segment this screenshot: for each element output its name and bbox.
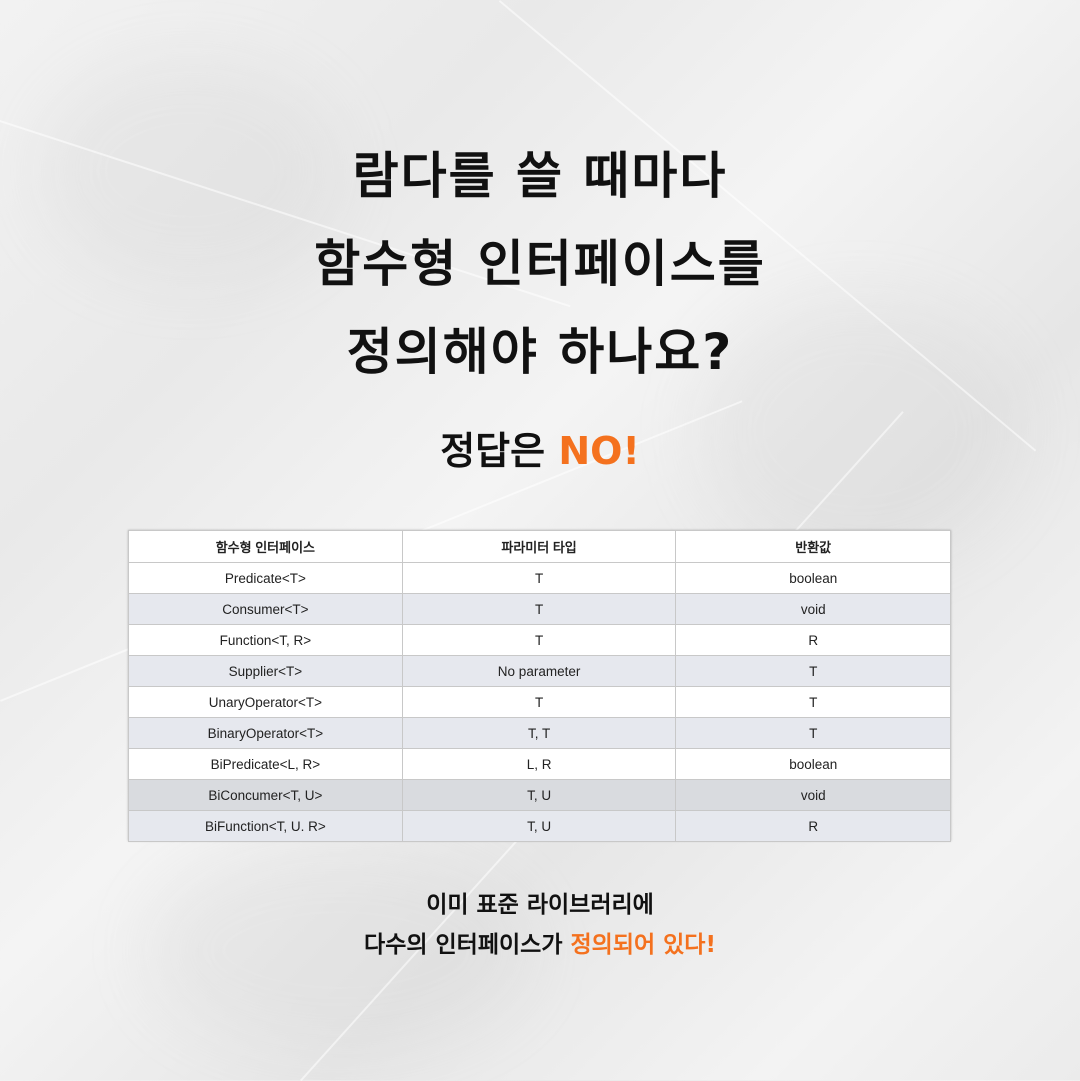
functional-interface-table: 함수형 인터페이스 파라미터 타입 반환값 Predicate<T> T boo…: [128, 530, 951, 842]
bottom-caption: 이미 표준 라이브러리에 다수의 인터페이스가 정의되어 있다!: [0, 885, 1080, 965]
cell-parameter: T: [401, 686, 677, 718]
bottom-line-2-highlight: 정의되어 있다!: [570, 932, 716, 958]
cell-interface: BinaryOperator<T>: [128, 717, 403, 749]
cell-parameter: T, U: [401, 779, 677, 811]
cell-parameter: T: [401, 624, 677, 656]
cell-interface: Supplier<T>: [128, 655, 403, 687]
table-row: Consumer<T> T void: [128, 593, 951, 625]
header-interface: 함수형 인터페이스: [128, 530, 403, 563]
title-line-3: 정의해야 하나요?: [346, 323, 734, 381]
cell-return: R: [675, 810, 951, 842]
cell-interface: Consumer<T>: [128, 593, 403, 625]
cell-parameter: T: [401, 593, 677, 625]
table-header-row: 함수형 인터페이스 파라미터 타입 반환값: [128, 530, 951, 563]
interface-table: 함수형 인터페이스 파라미터 타입 반환값 Predicate<T> T boo…: [128, 530, 951, 842]
cell-return: void: [675, 593, 951, 625]
cell-parameter: T, U: [401, 810, 677, 842]
cell-return: boolean: [675, 562, 951, 594]
cell-parameter: No parameter: [401, 655, 677, 687]
title-line-2: 함수형 인터페이스를: [314, 235, 766, 293]
cell-return: T: [675, 717, 951, 749]
table-row: BiPredicate<L, R> L, R boolean: [128, 748, 951, 780]
title-line-1: 람다를 쓸 때마다: [352, 147, 728, 205]
cell-parameter: T, T: [401, 717, 677, 749]
cell-interface: Function<T, R>: [128, 624, 403, 656]
table-row: Function<T, R> T R: [128, 624, 951, 656]
page-title: 람다를 쓸 때마다 함수형 인터페이스를 정의해야 하나요?: [0, 132, 1080, 396]
cell-interface: BiPredicate<L, R>: [128, 748, 403, 780]
bottom-line-2-prefix: 다수의 인터페이스가: [364, 932, 571, 958]
header-return-value: 반환값: [675, 530, 951, 563]
cell-return: T: [675, 686, 951, 718]
answer-highlight: NO!: [558, 429, 640, 473]
table-row: UnaryOperator<T> T T: [128, 686, 951, 718]
bottom-line-2: 다수의 인터페이스가 정의되어 있다!: [0, 925, 1080, 965]
table-row: Supplier<T> No parameter T: [128, 655, 951, 687]
cell-parameter: L, R: [401, 748, 677, 780]
bottom-line-1: 이미 표준 라이브러리에: [426, 892, 654, 918]
cell-parameter: T: [401, 562, 677, 594]
cell-return: R: [675, 624, 951, 656]
answer-text: 정답은 NO!: [0, 420, 1080, 475]
cell-interface: Predicate<T>: [128, 562, 403, 594]
cell-return: void: [675, 779, 951, 811]
cell-return: boolean: [675, 748, 951, 780]
table-row: BiFunction<T, U. R> T, U R: [128, 810, 951, 842]
answer-prefix: 정답은: [440, 429, 559, 473]
cell-interface: BiFunction<T, U. R>: [128, 810, 403, 842]
table-row: Predicate<T> T boolean: [128, 562, 951, 594]
table-row: BiConcumer<T, U> T, U void: [128, 779, 951, 811]
cell-interface: UnaryOperator<T>: [128, 686, 403, 718]
table-row: BinaryOperator<T> T, T T: [128, 717, 951, 749]
cell-return: T: [675, 655, 951, 687]
header-parameter-type: 파라미터 타입: [401, 530, 677, 563]
cell-interface: BiConcumer<T, U>: [128, 779, 403, 811]
